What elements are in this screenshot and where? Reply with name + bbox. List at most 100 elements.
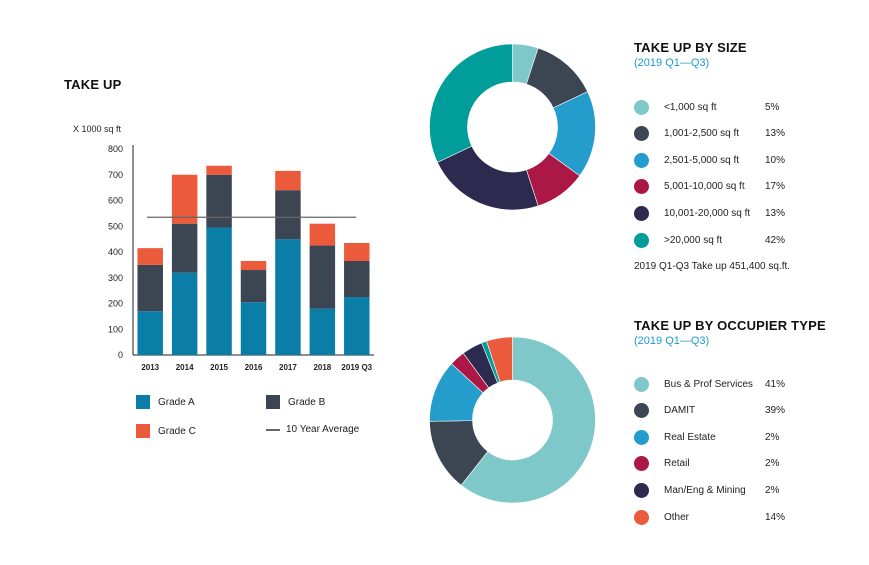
legend-dot — [634, 152, 649, 168]
legend-row-20-000-sq-ft: >20,000 sq ft 42% — [634, 231, 804, 249]
legend-dot — [634, 429, 649, 445]
legend-dot — [634, 179, 649, 195]
legend-row-other: Other 14% — [634, 508, 804, 526]
legend-percent: 14% — [765, 511, 786, 523]
legend-row-10-001-20-000-sq-ft: 10,001-20,000 sq ft 13% — [634, 204, 804, 222]
legend-row-retail: Retail 2% — [634, 455, 804, 473]
bar-segment-grade-a — [240, 302, 267, 355]
legend-grade-c-label: Grade C — [158, 425, 196, 437]
occupier-title: TAKE UP BY OCCUPIER TYPE — [634, 318, 826, 333]
y-tick-label: 400 — [108, 247, 123, 257]
legend-percent: 41% — [765, 378, 786, 390]
bar-segment-grade-a — [206, 227, 232, 355]
bar-segment-grade-a — [309, 308, 336, 355]
take-up-bar-chart: 0 100 200 300 400 500 600 700 800 2013 2014 2015 201… — [108, 144, 374, 372]
y-tick-label: 0 — [118, 350, 123, 360]
bar-segment-grade-a — [344, 297, 370, 355]
legend-dot — [634, 456, 649, 472]
legend-dot — [634, 232, 649, 248]
grade-b-swatch — [266, 395, 280, 409]
legend-row-real-estate: Real Estate 2% — [634, 428, 804, 446]
legend-label: 1,001-2,500 sq ft — [664, 128, 740, 140]
legend-dot — [634, 403, 649, 419]
y-axis-label: X 1000 sq ft — [73, 124, 122, 134]
legend-row-5-001-10-000-sq-ft: 5,001-10,000 sq ft 17% — [634, 178, 804, 196]
grade-c-swatch — [136, 424, 150, 438]
legend-row-man-eng-mining: Man/Eng & Mining 2% — [634, 481, 804, 499]
donut-slice-bus-prof-services — [460, 336, 596, 504]
x-tick-label: 2016 — [245, 363, 263, 372]
legend-row-bus-prof-services: Bus & Prof Services 41% — [634, 375, 804, 393]
legend-percent: 17% — [765, 181, 786, 193]
legend-dot — [634, 99, 649, 115]
legend-dot — [634, 205, 649, 221]
y-tick-label: 100 — [108, 324, 123, 334]
bar-segment-grade-c — [309, 223, 336, 246]
legend-dot — [634, 126, 649, 142]
legend-average-label: 10 Year Average — [286, 424, 360, 435]
y-tick-label: 300 — [108, 273, 123, 283]
legend-row-damit: DAMIT 39% — [634, 402, 804, 420]
legend-average: 10 Year Average — [266, 424, 359, 435]
size-subtitle: (2019 Q1—Q3) — [634, 57, 710, 69]
y-tick-label: 500 — [108, 221, 123, 231]
bar-segment-grade-c — [137, 248, 163, 265]
legend-row-2-501-5-000-sq-ft: 2,501-5,000 sq ft 10% — [634, 151, 804, 169]
legend-percent: 42% — [765, 234, 786, 246]
bar-segment-grade-b — [206, 174, 232, 228]
legend-grade-b-label: Grade B — [288, 396, 326, 408]
take-up-by-size-donut — [429, 43, 596, 211]
legend-dot — [634, 509, 649, 525]
legend-row-1-000-sq-ft: <1,000 sq ft 5% — [634, 98, 804, 116]
x-tick-label: 2017 — [279, 363, 297, 372]
legend-label: Bus & Prof Services — [664, 378, 753, 390]
legend-percent: 13% — [765, 128, 786, 140]
size-total-note: 2019 Q1-Q3 Take up 451,400 sq.ft. — [634, 261, 791, 272]
legend-grade-a-label: Grade A — [158, 396, 195, 408]
average-line-swatch — [266, 428, 280, 431]
bar-segment-grade-b — [309, 245, 336, 309]
bar-segment-grade-c — [275, 170, 301, 191]
bar-segment-grade-a — [275, 239, 301, 355]
legend-dot — [634, 482, 649, 498]
legend-label: <1,000 sq ft — [664, 101, 717, 113]
bar-segment-grade-c — [206, 165, 232, 175]
legend-grade-b: Grade B — [266, 395, 325, 409]
donut-slice-other — [486, 336, 513, 383]
legend-label: Man/Eng & Mining — [664, 484, 746, 496]
legend-grade-a: Grade A — [136, 395, 195, 409]
y-tick-label: 200 — [108, 299, 123, 309]
legend-percent: 13% — [765, 207, 786, 219]
bar-segment-grade-c — [240, 261, 267, 271]
donut-slice-10-001-20-000-sq-ft — [437, 145, 539, 211]
legend-row-1-001-2-500-sq-ft: 1,001-2,500 sq ft 13% — [634, 125, 804, 143]
x-tick-label: 2014 — [176, 363, 194, 372]
bar-segment-grade-a — [171, 272, 198, 355]
x-tick-label: 2018 — [313, 363, 331, 372]
y-tick-label: 700 — [108, 170, 123, 180]
y-tick-label: 600 — [108, 196, 123, 206]
legend-label: 2,501-5,000 sq ft — [664, 154, 740, 166]
legend-percent: 2% — [765, 431, 780, 443]
legend-label: Other — [664, 511, 690, 523]
bar-segment-grade-c — [171, 174, 198, 224]
x-tick-label: 2013 — [141, 363, 159, 372]
legend-label: Retail — [664, 458, 690, 470]
bar-segment-grade-a — [137, 311, 163, 355]
legend-percent: 39% — [765, 405, 786, 417]
bar-segment-grade-b — [171, 223, 198, 273]
x-tick-label: 2019 Q3 — [341, 363, 372, 372]
bar-segment-grade-b — [240, 270, 267, 303]
legend-dot — [634, 376, 649, 392]
size-title: TAKE UP BY SIZE — [634, 40, 747, 55]
take-up-by-occupier-donut — [429, 336, 596, 504]
bar-segment-grade-c — [344, 242, 370, 262]
legend-percent: 2% — [765, 484, 780, 496]
bar-segment-grade-b — [275, 190, 301, 240]
bar-segment-grade-b — [344, 261, 370, 298]
legend-label: Real Estate — [664, 431, 716, 443]
legend-label: 5,001-10,000 sq ft — [664, 181, 745, 193]
bar-segment-grade-b — [137, 264, 163, 312]
occupier-subtitle: (2019 Q1—Q3) — [634, 335, 710, 347]
donut-slice-20-000-sq-ft — [429, 43, 513, 163]
